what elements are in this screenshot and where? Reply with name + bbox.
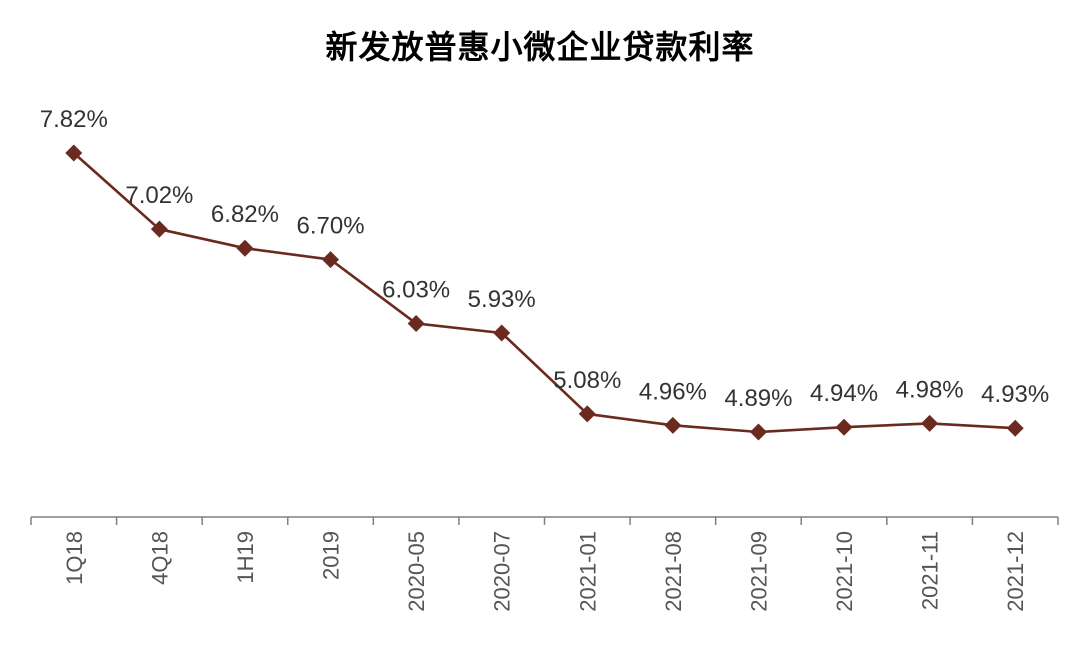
series-line [72, 152, 1016, 434]
data-point-marker [835, 418, 853, 436]
data-point-marker [65, 144, 83, 162]
x-tick-label: 2021-09 [746, 531, 771, 612]
data-label: 7.82% [40, 106, 108, 133]
data-label: 4.98% [896, 376, 964, 403]
x-tick-label: 2019 [319, 531, 344, 580]
chart-title: 新发放普惠小微企业贷款利率 [325, 28, 755, 66]
data-label: 7.02% [125, 182, 193, 209]
data-label: 5.93% [468, 286, 536, 313]
x-tick-label: 2021-12 [1003, 531, 1028, 612]
data-point-marker [664, 416, 682, 434]
data-point-marker [921, 414, 939, 432]
data-point-marker [493, 324, 511, 342]
data-label: 4.93% [981, 381, 1049, 408]
x-tick-label: 2020-07 [490, 531, 515, 612]
data-label: 6.70% [297, 213, 365, 240]
data-point-marker [407, 314, 425, 332]
data-label: 5.08% [553, 367, 621, 394]
x-tick-label: 2021-11 [918, 531, 943, 610]
x-tick-label: 1Q18 [62, 531, 87, 585]
data-label: 4.89% [724, 385, 792, 412]
data-point-marker [150, 220, 168, 238]
data-point-marker [1006, 419, 1024, 437]
data-point-marker [322, 251, 340, 269]
data-label: 6.03% [382, 276, 450, 303]
data-label: 6.82% [211, 201, 279, 228]
data-label: 4.94% [810, 380, 878, 407]
data-point-marker [578, 405, 596, 423]
x-tick-label: 4Q18 [147, 531, 172, 585]
x-tick-label: 2021-08 [661, 531, 686, 612]
x-tick-label: 1H19 [233, 531, 258, 584]
data-point-marker [236, 239, 254, 257]
data-point-marker [749, 423, 767, 441]
x-tick-label: 2021-10 [832, 531, 857, 612]
data-label: 4.96% [639, 378, 707, 405]
x-tick-label: 2020-05 [404, 531, 429, 612]
x-tick-label: 2021-01 [575, 531, 600, 612]
